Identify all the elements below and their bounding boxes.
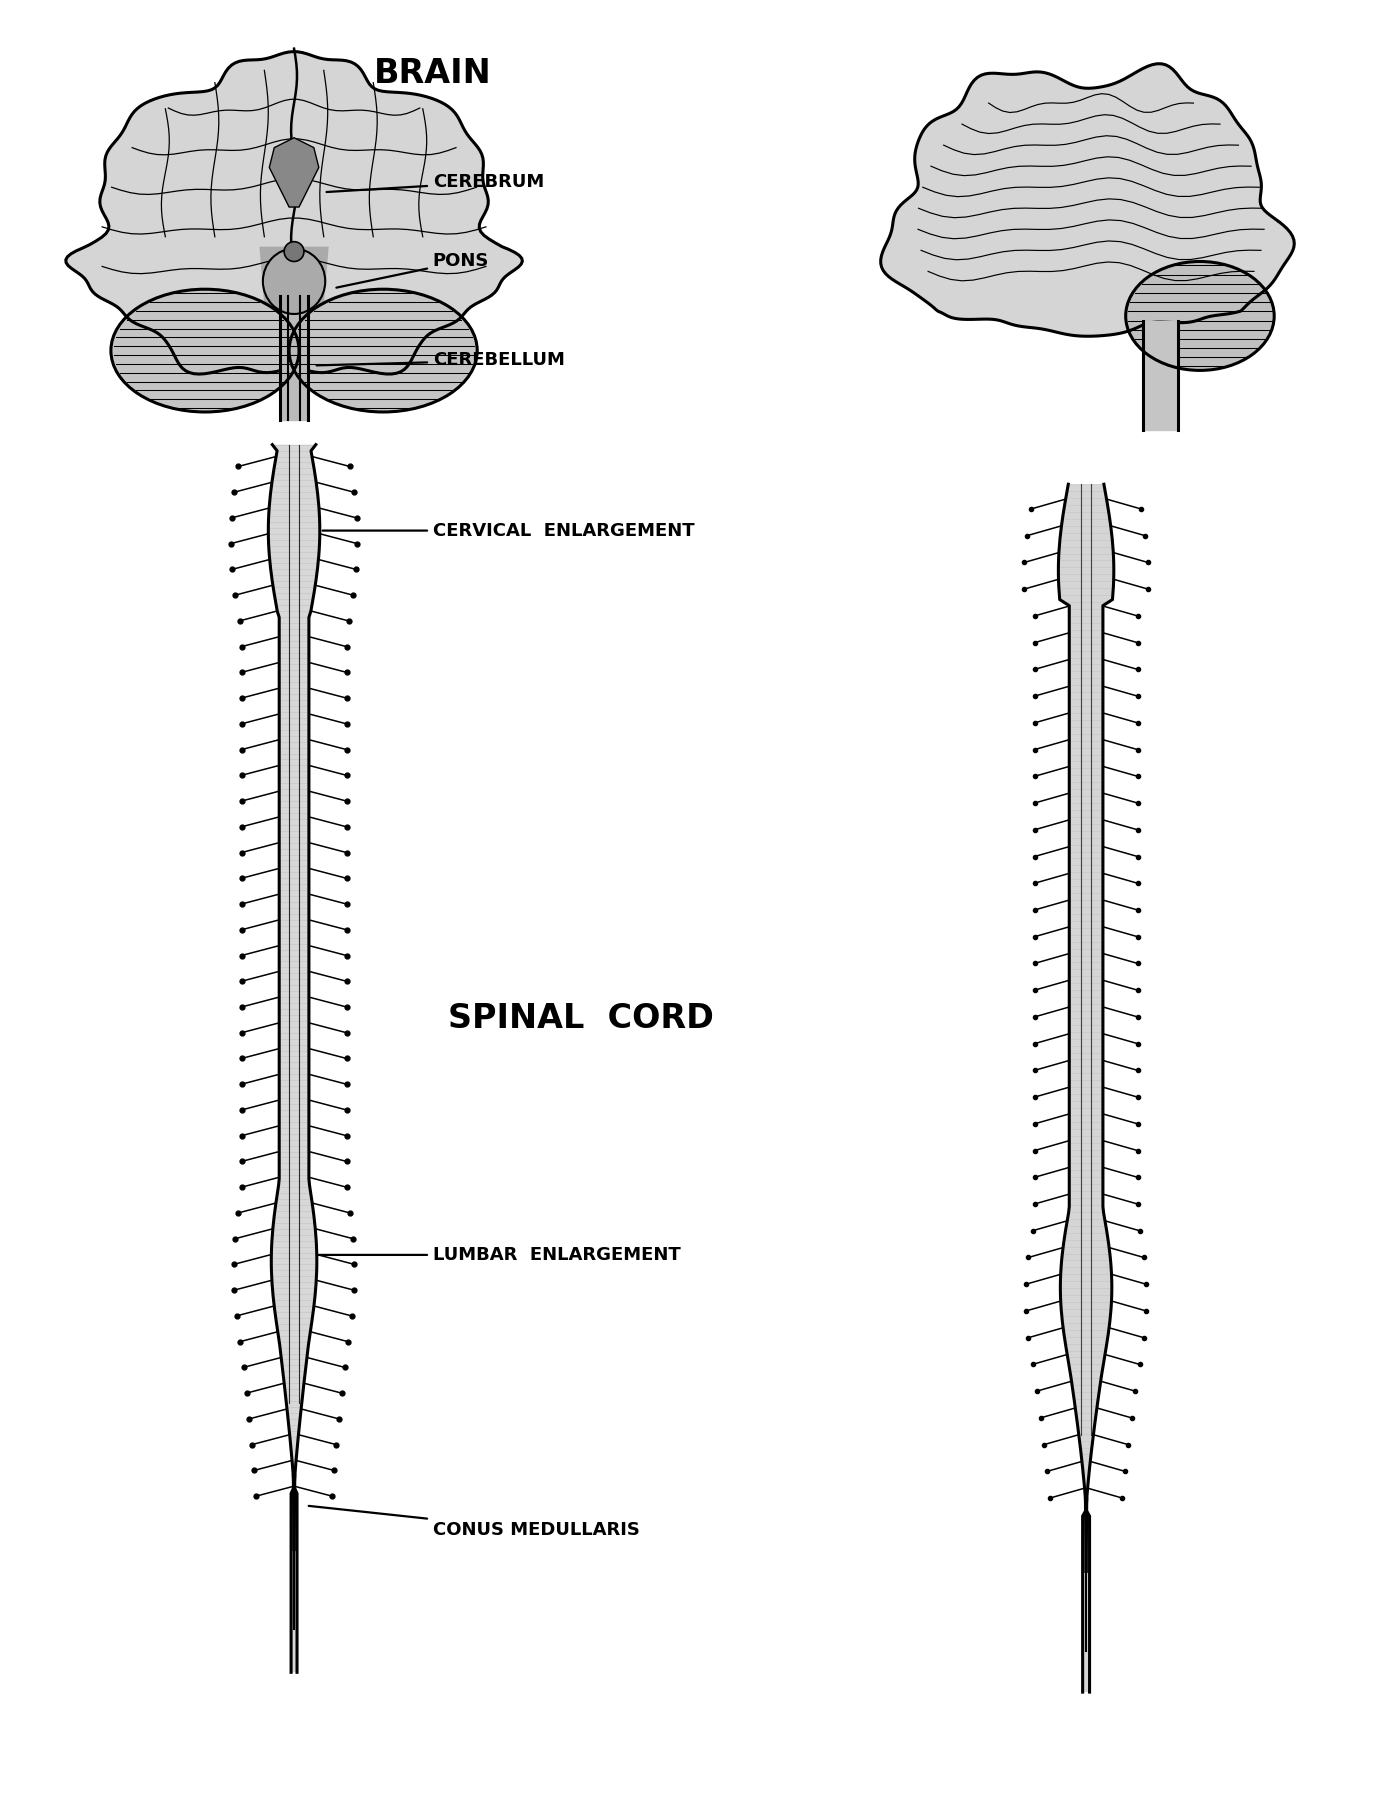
Polygon shape	[289, 288, 477, 412]
Polygon shape	[268, 444, 319, 1673]
Polygon shape	[1126, 261, 1274, 370]
Polygon shape	[880, 63, 1295, 336]
Text: LUMBAR  ENLARGEMENT: LUMBAR ENLARGEMENT	[318, 1246, 681, 1264]
Text: SPINAL  CORD: SPINAL CORD	[448, 1003, 714, 1036]
Polygon shape	[259, 247, 329, 307]
Text: CONUS MEDULLARIS: CONUS MEDULLARIS	[308, 1506, 639, 1540]
Ellipse shape	[285, 241, 304, 261]
Polygon shape	[112, 288, 299, 412]
Text: CEREBRUM: CEREBRUM	[326, 174, 544, 192]
Text: CEREBELLUM: CEREBELLUM	[317, 352, 565, 370]
Polygon shape	[293, 1477, 294, 1549]
Polygon shape	[269, 138, 319, 207]
Text: CERVICAL  ENLARGEMENT: CERVICAL ENLARGEMENT	[322, 522, 695, 539]
Text: PONS: PONS	[336, 252, 490, 288]
Polygon shape	[66, 51, 522, 374]
Polygon shape	[1059, 484, 1113, 1692]
Text: BRAIN: BRAIN	[374, 56, 491, 89]
Ellipse shape	[262, 249, 325, 314]
